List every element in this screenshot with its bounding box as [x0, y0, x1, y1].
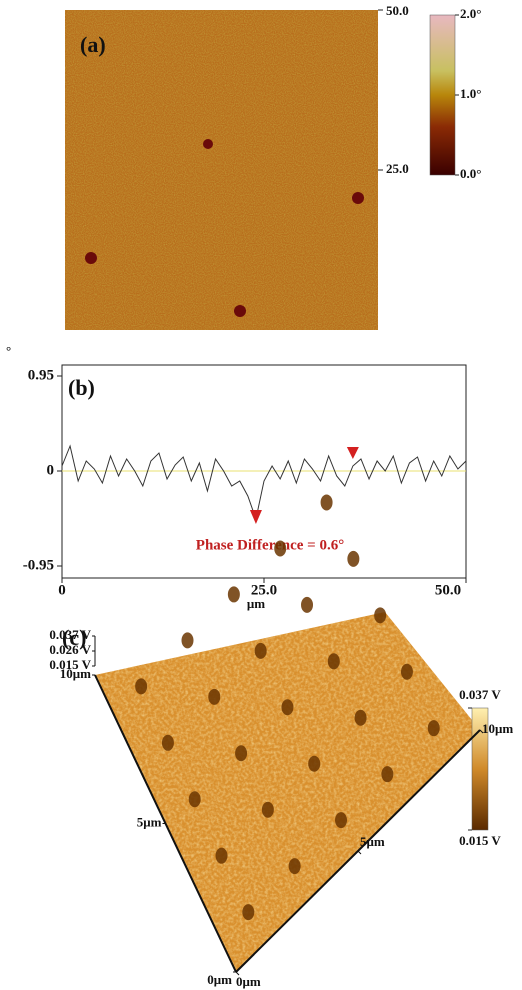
- colorbar-label: 2.0°: [460, 6, 481, 21]
- hole: [162, 735, 174, 751]
- annotation: Phase Difference = 0.6°: [196, 537, 344, 553]
- y-unit: °: [6, 343, 11, 358]
- x-tick-label: 25.0: [251, 582, 277, 598]
- x-tick-label: 0: [58, 582, 66, 598]
- hole: [401, 664, 413, 680]
- figure: (a) 25.050.02.0°1.0°0.0° (b) ° μm Phase …: [0, 0, 522, 990]
- hole: [355, 710, 367, 726]
- hole: [374, 607, 386, 623]
- x-tick-label: 5μm: [360, 834, 385, 849]
- defect: [85, 252, 97, 264]
- z-tick-label: 0.015 V: [49, 657, 91, 672]
- y-tick-label: 5μm: [137, 814, 162, 829]
- y-tick-label: 25.0: [386, 161, 409, 176]
- hole: [255, 643, 267, 659]
- panel-b: (b) ° μm Phase Difference = 0.6° 0.950-0…: [6, 343, 466, 611]
- hole: [228, 586, 240, 602]
- z-tick-label: 0.026 V: [49, 642, 91, 657]
- profile-line: [62, 446, 466, 519]
- hole: [281, 699, 293, 715]
- hole: [182, 632, 194, 648]
- defect: [352, 192, 364, 204]
- hole: [308, 756, 320, 772]
- panel-label: (a): [80, 32, 106, 57]
- colorbar-label: 0.015 V: [459, 833, 501, 848]
- x-tick-label: 0μm: [236, 974, 261, 989]
- colorbar: [430, 15, 455, 175]
- hole: [274, 540, 286, 556]
- afm-texture: [65, 10, 378, 330]
- tick-mark: [358, 851, 361, 854]
- hole: [428, 720, 440, 736]
- y-tick-label: -0.95: [23, 557, 54, 573]
- colorbar-label: 0.037 V: [459, 687, 501, 702]
- z-tick-label: 0.037 V: [49, 627, 91, 642]
- hole: [301, 597, 313, 613]
- hole: [289, 858, 301, 874]
- hole: [347, 551, 359, 567]
- hole: [242, 904, 254, 920]
- y-tick-label: 0: [47, 462, 55, 478]
- hole: [216, 848, 228, 864]
- cursor-marker: [347, 447, 359, 459]
- hole: [189, 791, 201, 807]
- hole: [335, 812, 347, 828]
- hole: [381, 766, 393, 782]
- hole: [328, 653, 340, 669]
- colorbar-label: 0.0°: [460, 166, 481, 181]
- hole: [135, 678, 147, 694]
- hole: [321, 494, 333, 510]
- x-tick-label: 10μm: [482, 721, 513, 736]
- y-tick-label: 50.0: [386, 3, 409, 18]
- x-tick-label: 50.0: [435, 582, 461, 598]
- y-tick-label: 0μm: [207, 972, 232, 987]
- panel-label: (b): [68, 375, 95, 400]
- hole: [262, 802, 274, 818]
- cursor-marker: [250, 510, 262, 524]
- colorbar-label: 1.0°: [460, 86, 481, 101]
- defect: [234, 305, 246, 317]
- defect: [203, 139, 213, 149]
- y-tick-label: 0.95: [28, 367, 54, 383]
- hole: [208, 689, 220, 705]
- panel-a: (a) 25.0 50.0 2.0° 1.0° 0.0°: [65, 3, 481, 330]
- hole: [235, 745, 247, 761]
